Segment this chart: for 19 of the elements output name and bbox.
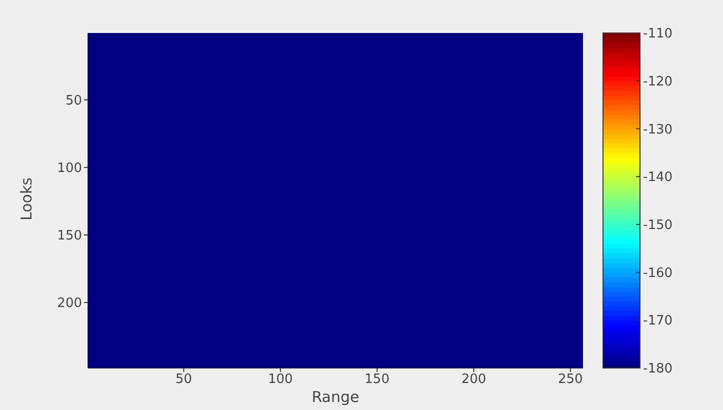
color-bar-label: -110 bbox=[643, 26, 673, 42]
y-tick-label: 50 bbox=[65, 93, 82, 108]
x-axis-title: Range bbox=[312, 388, 360, 406]
color-bar-label: -160 bbox=[643, 266, 673, 281]
color-bar-label: -130 bbox=[643, 122, 673, 138]
y-axis-title: Looks bbox=[17, 177, 36, 220]
color-bar-label: -180 bbox=[643, 362, 673, 377]
x-tick-label: 250 bbox=[558, 372, 583, 388]
x-tick-label: 150 bbox=[364, 372, 390, 388]
color-bar-label: -150 bbox=[643, 218, 673, 233]
y-tick-label: 100 bbox=[57, 161, 82, 176]
color-bar-label: -170 bbox=[643, 314, 673, 329]
color-bar-label: -140 bbox=[643, 170, 673, 186]
y-tick-label: 150 bbox=[57, 228, 82, 244]
x-tick-label: 200 bbox=[461, 372, 486, 388]
x-tick-label: 100 bbox=[268, 372, 293, 388]
color-bar-label: -120 bbox=[643, 74, 673, 90]
y-tick-label: 200 bbox=[57, 296, 82, 312]
x-tick-label: 50 bbox=[175, 372, 192, 388]
